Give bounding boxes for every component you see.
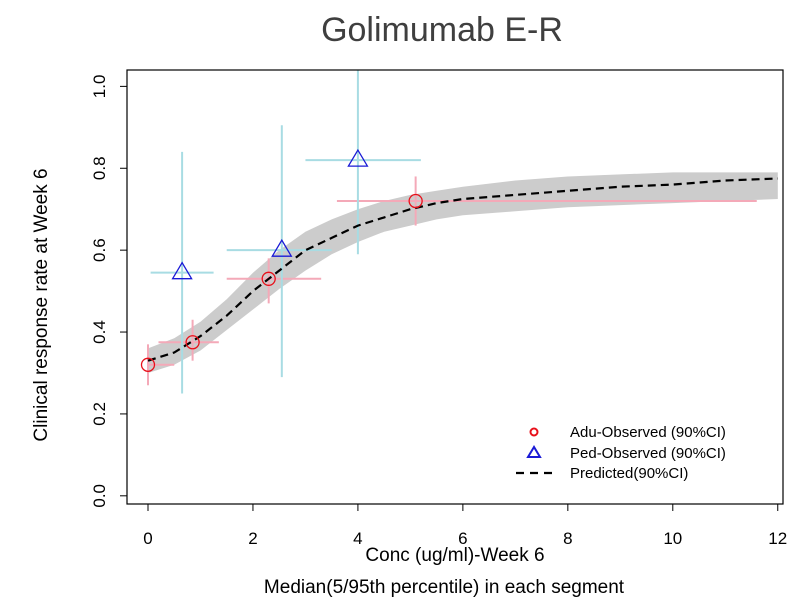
adu-point-2 xyxy=(261,271,276,286)
adu-point-1 xyxy=(185,335,200,350)
y-tick-label-1: 0.2 xyxy=(90,402,109,426)
x-axis-sublabel: Median(5/95th percentile) in each segmen… xyxy=(264,577,625,598)
predicted-line xyxy=(147,177,778,362)
x-tick-label-3: 6 xyxy=(458,529,467,548)
legend-ped-symbol xyxy=(526,445,542,458)
x-tick-label-2: 4 xyxy=(353,529,362,548)
axes: 0 2 4 6 8 10 12 0.0 0.2 0.4 0.6 0.8 1.0 xyxy=(90,75,787,548)
legend-label-1: Ped-Observed (90%CI) xyxy=(570,445,726,462)
ped-point-2 xyxy=(347,148,369,167)
legend-label-2: Predicted(90%CI) xyxy=(570,465,688,482)
y-tick-label-4: 0.8 xyxy=(90,156,109,180)
x-axis-label: Conc (ug/ml)-Week 6 xyxy=(365,545,544,566)
y-axis-label: Clinical response rate at Week 6 xyxy=(31,168,52,441)
y-tick-label-0: 0.0 xyxy=(90,484,109,508)
plot-area xyxy=(140,70,778,394)
plot-frame xyxy=(126,69,784,505)
legend-adu-symbol xyxy=(529,427,539,437)
x-tick-label-0: 0 xyxy=(143,529,152,548)
y-tick-label-5: 1.0 xyxy=(90,75,109,99)
x-tick-label-6: 12 xyxy=(768,529,787,548)
legend: Adu-Observed (90%CI) Ped-Observed (90%CI)… xyxy=(516,424,726,482)
ped-point-1 xyxy=(271,238,293,257)
legend-label-0: Adu-Observed (90%CI) xyxy=(570,424,726,441)
plot-clip-group xyxy=(140,70,778,394)
adu-point-0 xyxy=(140,357,156,372)
chart-title: Golimumab E-R xyxy=(321,11,563,49)
predicted-ci-band xyxy=(148,172,778,373)
x-tick-label-5: 10 xyxy=(663,529,682,548)
ped-point-0 xyxy=(171,261,193,280)
x-tick-label-4: 8 xyxy=(563,529,572,548)
x-tick-label-1: 2 xyxy=(248,529,257,548)
y-tick-label-3: 0.6 xyxy=(90,238,109,262)
y-tick-label-2: 0.4 xyxy=(90,320,109,344)
adu-point-3 xyxy=(408,193,423,209)
